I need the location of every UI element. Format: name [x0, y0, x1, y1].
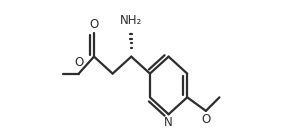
Text: O: O	[89, 18, 98, 31]
Text: NH₂: NH₂	[120, 14, 142, 27]
Text: O: O	[201, 113, 211, 126]
Text: O: O	[74, 56, 83, 69]
Text: N: N	[164, 116, 173, 129]
